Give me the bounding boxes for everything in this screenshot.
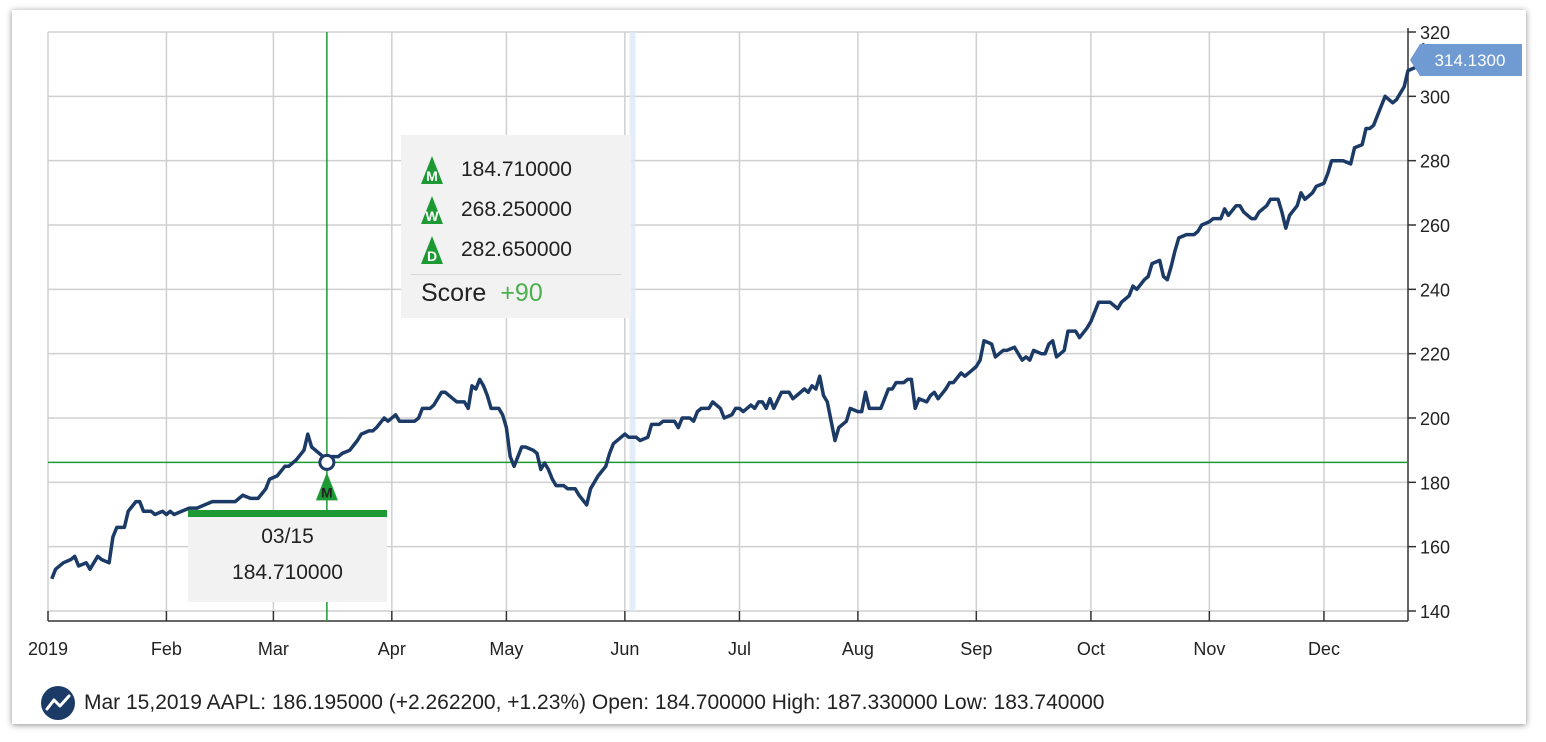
svg-text:314.1300: 314.1300 [1435, 51, 1506, 70]
y-axis-ticks: 140 160 180 200 220 240 260 280 300 320 [1408, 23, 1450, 622]
daily-signal-icon: D [421, 236, 443, 264]
quote-summary: Mar 15,2019 AAPL: 186.195000 (+2.262200,… [84, 691, 1105, 714]
y-tick-label-160: 160 [1420, 538, 1450, 558]
grid [47, 31, 1408, 612]
monthly-signal-marker-icon [315, 472, 338, 501]
x-tick-label-Jun: Jun [610, 639, 639, 659]
y-tick-label-140: 140 [1420, 602, 1450, 622]
y-tick-label-200: 200 [1420, 409, 1450, 429]
line-chart-logo-icon [41, 686, 75, 720]
x-tick-label-Feb: Feb [151, 639, 182, 659]
hover-point [318, 453, 336, 471]
x-tick-label-Jul: Jul [728, 639, 751, 659]
tooltip-value-d: 282.650000 [461, 238, 572, 261]
markers: M [315, 453, 338, 501]
price-series-line[interactable] [50, 43, 1429, 580]
y-tick-label-300: 300 [1420, 87, 1450, 107]
y-tick-label-280: 280 [1420, 152, 1450, 172]
tooltip-value-m: 184.710000 [461, 158, 572, 181]
monthly-signal-marker-letter: M [321, 484, 333, 500]
score-value: +90 [500, 279, 543, 307]
svg-text:M: M [426, 168, 438, 184]
y-tick-label-260: 260 [1420, 216, 1450, 236]
x-tick-label-Nov: Nov [1193, 639, 1225, 659]
y-tick-label-220: 220 [1420, 345, 1450, 365]
tooltip-row-w: W 268.250000 [421, 195, 572, 225]
chart-card: 140 160 180 200 220 240 260 280 300 320 2019 Feb Ma… [12, 10, 1526, 724]
y-tick-label-240: 240 [1420, 280, 1450, 300]
x-tick-label-Sep: Sep [960, 639, 992, 659]
svg-text:W: W [425, 208, 439, 224]
tooltip-value-w: 268.250000 [461, 198, 572, 221]
x-tick-label-2019: 2019 [28, 639, 68, 659]
x-tick-label-Mar: Mar [258, 639, 289, 659]
highlight-band [629, 32, 636, 611]
selected-date: 03/15 [261, 525, 314, 548]
price-chart[interactable]: 140 160 180 200 220 240 260 280 300 320 2019 Feb Ma… [12, 10, 1526, 724]
x-tick-label-Apr: Apr [378, 639, 406, 659]
tooltip-row-m: M 184.710000 [421, 155, 572, 185]
crosshair-date-label: 03/15 184.710000 [188, 510, 387, 602]
score-label: Score [421, 279, 487, 307]
signal-tooltip: M 184.710000 W 268.250000 D 282.650000 S… [401, 135, 631, 318]
weekly-signal-icon: W [421, 196, 443, 224]
y-tick-label-180: 180 [1420, 473, 1450, 493]
tooltip-score: Score +90 [421, 279, 543, 308]
y-tick-label-320: 320 [1420, 23, 1450, 43]
tooltip-row-d: D 282.650000 [421, 235, 572, 265]
x-tick-label-Dec: Dec [1308, 639, 1340, 659]
x-axis-ticks: 2019 Feb Mar Apr May Jun Jul Aug Sep Oct Nov Dec [28, 611, 1340, 659]
x-tick-label-Oct: Oct [1077, 639, 1105, 659]
selected-value: 184.710000 [232, 561, 343, 584]
x-tick-label-May: May [489, 639, 523, 659]
monthly-signal-icon: M [421, 156, 443, 184]
last-price-badge: 314.1300 [1410, 44, 1522, 76]
quote-footer: Mar 15,2019 AAPL: 186.195000 (+2.262200,… [40, 685, 1105, 721]
svg-text:D: D [427, 248, 437, 264]
x-tick-label-Aug: Aug [842, 639, 874, 659]
tooltip-separator [411, 274, 621, 275]
axes [48, 28, 1409, 622]
